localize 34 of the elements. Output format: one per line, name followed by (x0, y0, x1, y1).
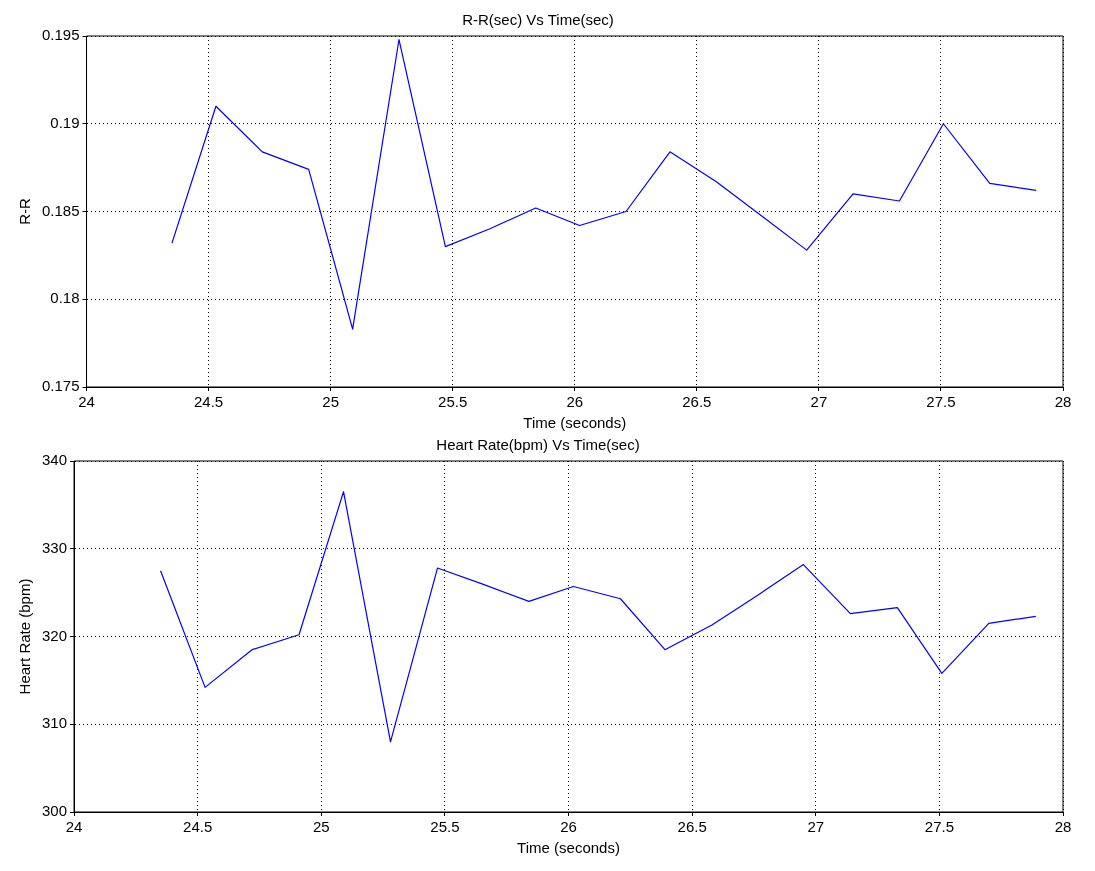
x-tick-label: 25.5 (430, 818, 460, 836)
x-axis-title: Time (seconds) (517, 839, 620, 857)
x-tick-label: 26 (560, 818, 577, 836)
y-tick-label: 310 (42, 714, 68, 732)
x-tick-label: 25 (322, 393, 339, 411)
x-tick-label: 25 (312, 818, 330, 836)
x-tick-label: 24 (78, 393, 95, 411)
x-tick-label: 27 (807, 818, 825, 836)
x-tick-label: 24.5 (183, 818, 213, 836)
y-axis-title: R-R (16, 198, 34, 225)
x-axis-title: Time (seconds) (523, 414, 627, 432)
y-tick-label: 0.18 (50, 289, 80, 307)
y-tick-label: 0.19 (50, 113, 80, 131)
y-axis-title: Heart Rate (bpm) (16, 578, 34, 695)
y-tick-label: 0.195 (41, 26, 80, 44)
chart-title: Heart Rate(bpm) Vs Time(sec) (436, 436, 640, 454)
x-tick-label: 26.5 (682, 393, 712, 411)
y-tick-label: 320 (42, 626, 68, 644)
y-tick-label: 340 (42, 451, 68, 469)
x-tick-label: 26.5 (677, 818, 707, 836)
x-tick-label: 27 (810, 393, 828, 411)
x-tick-label: 25.5 (438, 393, 468, 411)
x-tick-label: 28 (1054, 393, 1072, 411)
x-tick-label: 24 (65, 818, 83, 836)
y-tick-label: 300 (42, 802, 68, 820)
x-tick-label: 27.5 (926, 393, 956, 411)
x-tick-label: 26 (566, 393, 584, 411)
y-tick-label: 0.175 (41, 377, 80, 395)
x-tick-label: 24.5 (193, 393, 224, 411)
y-tick-label: 330 (42, 538, 68, 556)
x-tick-label: 28 (1054, 818, 1072, 836)
x-tick-label: 27.5 (924, 818, 954, 836)
y-tick-label: 0.185 (41, 201, 80, 219)
chart-title: R-R(sec) Vs Time(sec) (462, 11, 614, 29)
